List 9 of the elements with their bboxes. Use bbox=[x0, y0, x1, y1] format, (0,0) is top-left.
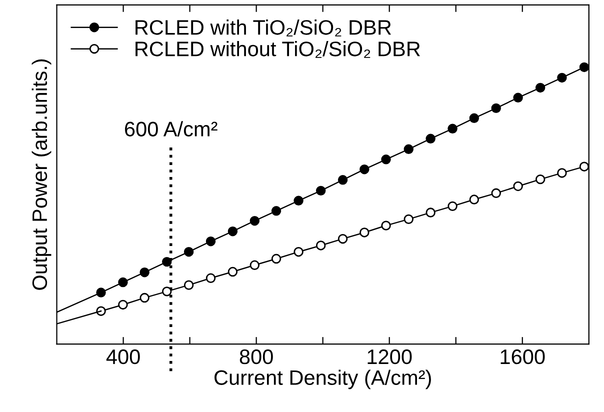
x-tick-label: 1200 bbox=[368, 349, 412, 364]
x-tick-label: 1600 bbox=[500, 349, 545, 364]
ref-line-label: 600 A/cm² bbox=[125, 121, 218, 136]
x-tick-label: 800 bbox=[240, 349, 273, 364]
y-axis-title: Output Power (arb.units.) bbox=[32, 59, 52, 290]
legend-label: RCLED with TiO₂/SiO₂ DBR bbox=[136, 20, 392, 36]
x-axis-title: Current Density (A/cm²) bbox=[214, 370, 431, 390]
x-tick-label: 400 bbox=[106, 349, 140, 364]
legend-label: RCLED without TiO₂/SiO₂ DBR bbox=[136, 41, 420, 58]
